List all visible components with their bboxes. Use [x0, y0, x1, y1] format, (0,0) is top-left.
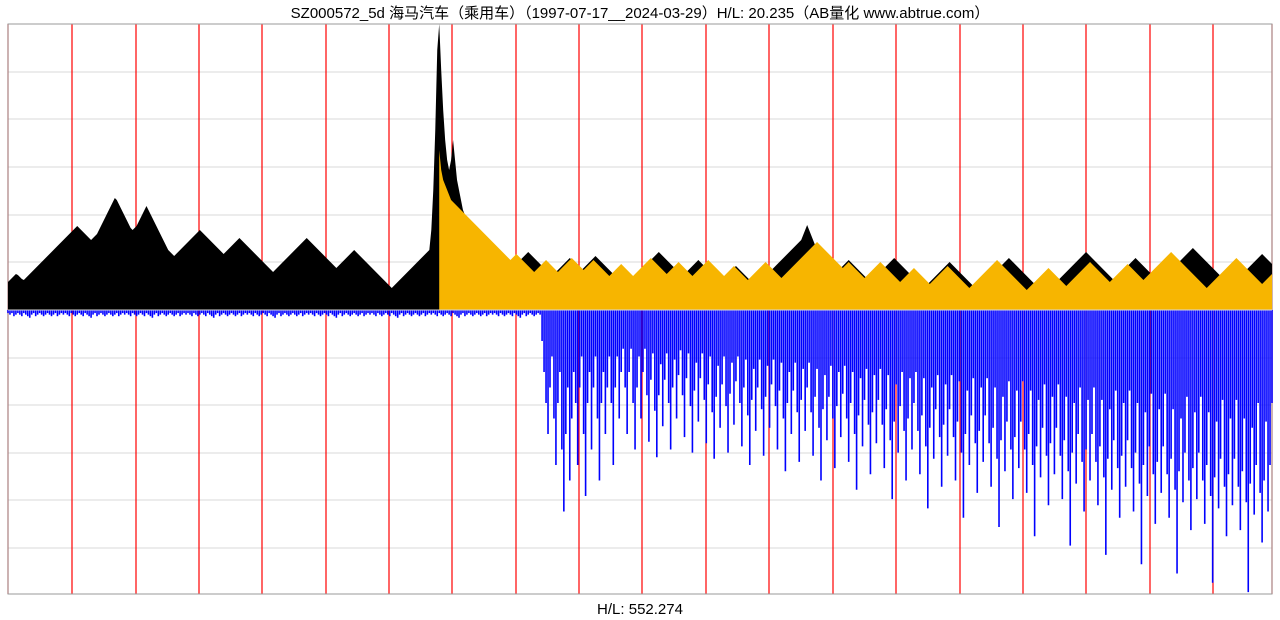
chart-container: SZ000572_5d 海马汽车（乘用车）（1997-07-17__2024-0… — [0, 0, 1280, 620]
chart-footer: H/L: 552.274 — [0, 601, 1280, 618]
chart-svg — [0, 0, 1280, 620]
